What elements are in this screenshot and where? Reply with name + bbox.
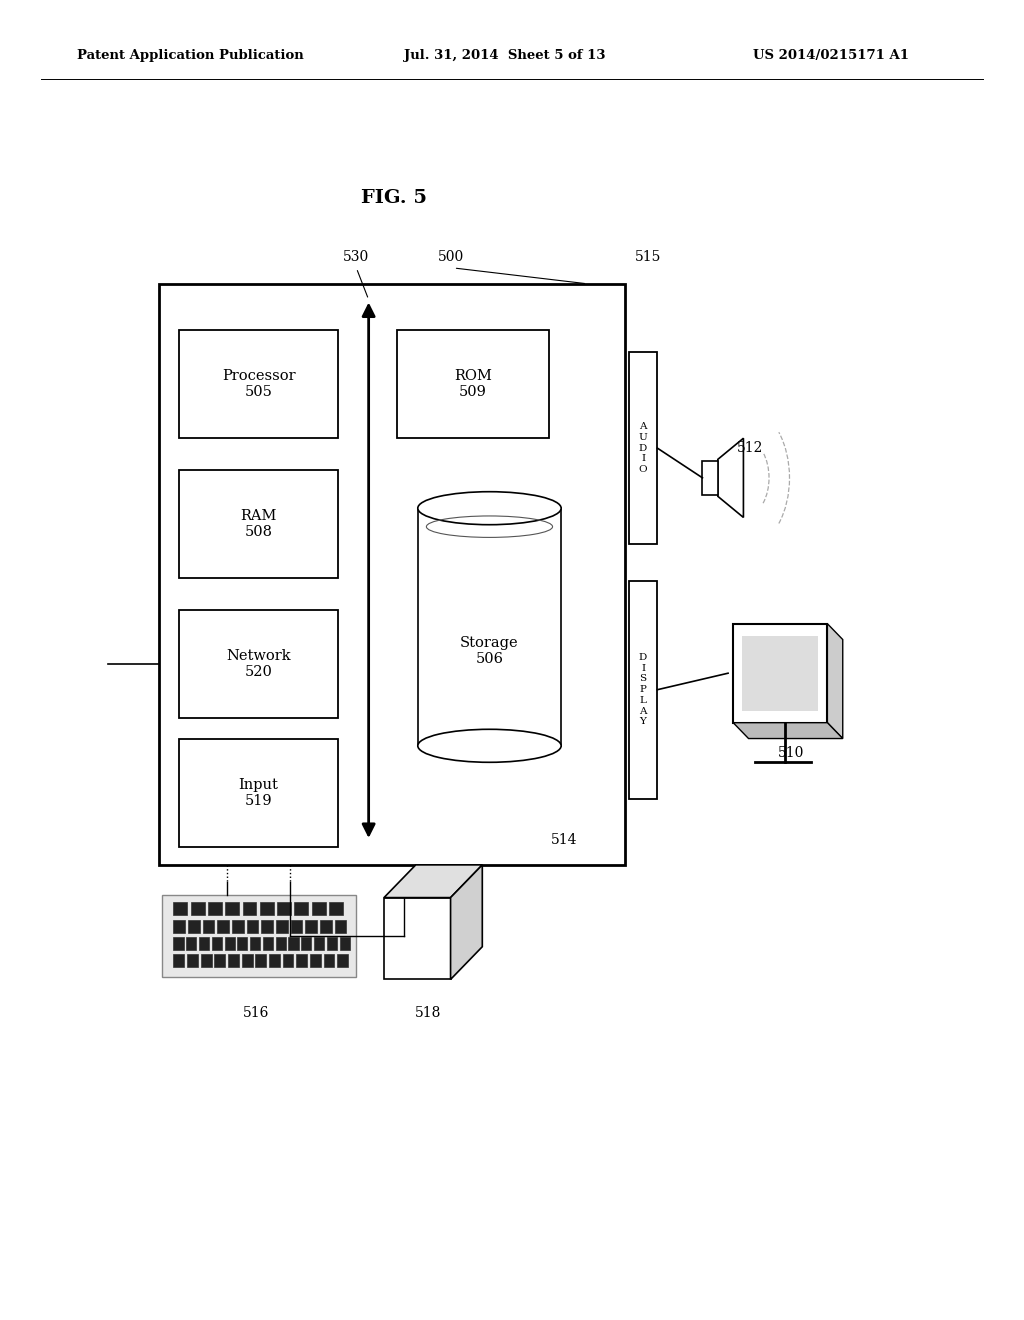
Text: FIG. 5: FIG. 5 <box>361 189 427 207</box>
Bar <box>173 937 183 950</box>
Bar <box>225 903 240 916</box>
Bar <box>186 937 197 950</box>
Bar <box>188 920 200 933</box>
Bar <box>295 903 308 916</box>
Bar <box>276 920 288 933</box>
Bar <box>260 903 273 916</box>
Bar <box>232 920 244 933</box>
Text: 514: 514 <box>551 833 578 847</box>
Polygon shape <box>451 865 482 979</box>
Bar <box>397 330 549 438</box>
Ellipse shape <box>418 492 561 525</box>
Bar <box>289 937 299 950</box>
Bar <box>283 954 294 968</box>
Bar <box>324 954 335 968</box>
Text: 512: 512 <box>737 441 764 455</box>
Text: RAM
508: RAM 508 <box>241 510 276 539</box>
Bar <box>733 624 827 722</box>
Bar <box>296 954 307 968</box>
Text: A
U
D
I
O: A U D I O <box>639 422 647 474</box>
Bar <box>179 610 338 718</box>
Text: 530: 530 <box>343 249 370 264</box>
Text: Processor
505: Processor 505 <box>222 370 295 399</box>
Bar <box>301 937 311 950</box>
Bar <box>311 903 326 916</box>
Bar <box>291 920 302 933</box>
Bar <box>159 284 625 865</box>
Bar <box>702 461 718 495</box>
Bar <box>340 937 349 950</box>
Text: 515: 515 <box>635 249 662 264</box>
Bar <box>629 352 657 544</box>
Bar <box>314 937 324 950</box>
Bar <box>310 954 321 968</box>
Text: 510: 510 <box>778 746 805 760</box>
Text: Input
519: Input 519 <box>239 779 279 808</box>
Polygon shape <box>733 722 843 739</box>
Bar <box>263 937 273 950</box>
Bar <box>242 954 253 968</box>
Bar <box>214 954 225 968</box>
Bar <box>629 581 657 799</box>
Bar <box>384 898 451 979</box>
Bar <box>742 636 818 710</box>
Bar <box>201 954 212 968</box>
Text: D
I
S
P
L
A
Y: D I S P L A Y <box>639 653 647 726</box>
Text: US 2014/0215171 A1: US 2014/0215171 A1 <box>753 49 908 62</box>
Polygon shape <box>827 624 843 739</box>
Ellipse shape <box>418 729 561 762</box>
Text: Storage
506: Storage 506 <box>460 636 519 665</box>
Text: 500: 500 <box>438 249 465 264</box>
Bar <box>305 920 317 933</box>
Bar <box>217 920 229 933</box>
Bar <box>275 937 286 950</box>
Bar <box>179 739 338 847</box>
Polygon shape <box>384 865 482 898</box>
Bar <box>203 920 214 933</box>
Bar <box>199 937 209 950</box>
Bar <box>162 895 356 977</box>
Bar <box>418 508 561 746</box>
Bar <box>321 920 332 933</box>
Bar <box>208 903 222 916</box>
Bar <box>327 937 337 950</box>
Bar <box>173 903 187 916</box>
Bar <box>187 954 198 968</box>
Bar <box>212 937 222 950</box>
Bar <box>269 954 280 968</box>
Text: Jul. 31, 2014  Sheet 5 of 13: Jul. 31, 2014 Sheet 5 of 13 <box>404 49 606 62</box>
Bar <box>243 903 256 916</box>
Text: Network
520: Network 520 <box>226 649 291 678</box>
Bar <box>255 954 266 968</box>
Bar <box>190 903 205 916</box>
Text: 516: 516 <box>243 1006 269 1020</box>
Bar <box>278 903 291 916</box>
Bar <box>173 920 185 933</box>
Bar <box>261 920 273 933</box>
Bar <box>335 920 346 933</box>
Bar <box>173 954 184 968</box>
Text: Patent Application Publication: Patent Application Publication <box>77 49 303 62</box>
Text: 518: 518 <box>415 1006 441 1020</box>
Bar <box>179 470 338 578</box>
Polygon shape <box>718 438 743 517</box>
Bar <box>228 954 239 968</box>
Bar <box>238 937 248 950</box>
Bar <box>247 920 258 933</box>
Bar <box>224 937 234 950</box>
Bar <box>329 903 343 916</box>
Bar <box>250 937 260 950</box>
Bar <box>337 954 348 968</box>
Bar <box>179 330 338 438</box>
Text: ROM
509: ROM 509 <box>455 370 492 399</box>
